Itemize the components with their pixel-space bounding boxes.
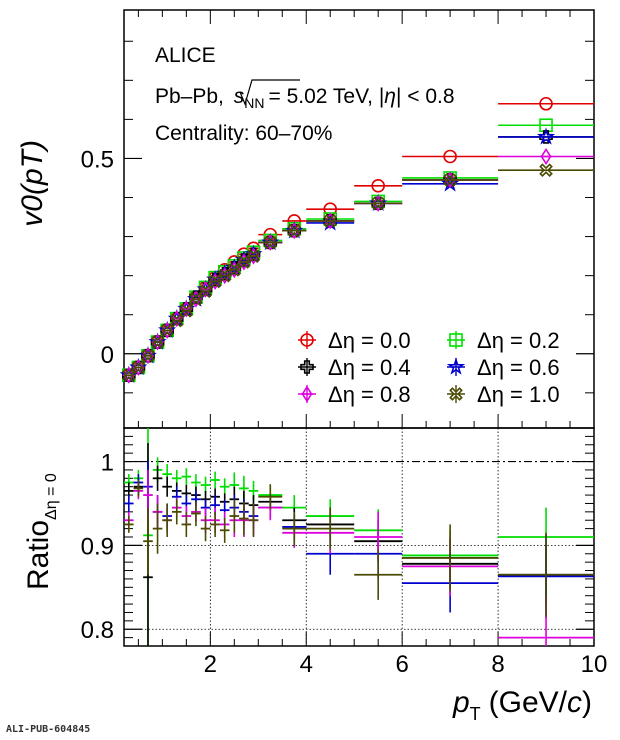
- x-tick-label: 8: [491, 651, 504, 678]
- data-point: [443, 173, 457, 187]
- data-point: [160, 323, 174, 338]
- legend-marker: [446, 357, 466, 375]
- x-tick-label: 6: [395, 651, 408, 678]
- data-point: [121, 368, 136, 383]
- ratio-series-3: [124, 469, 594, 646]
- legend-marker: [449, 387, 463, 401]
- data-point: [323, 214, 338, 228]
- x-tick-label: 4: [300, 651, 313, 678]
- centrality-label: Centrality: 60–70%: [155, 122, 332, 145]
- legend-label: Δη = 0.0: [328, 328, 411, 353]
- experiment-label: ALICE: [155, 44, 216, 67]
- top-axes: 00.5: [81, 10, 594, 428]
- legend-marker: [301, 385, 313, 403]
- legend-entry-3: Δη = 0.6: [446, 355, 560, 380]
- data-point: [208, 274, 222, 289]
- legend-entry-2: Δη = 0.4: [298, 355, 411, 380]
- collision-system-label: Pb–Pb, sNN = 5.02 TeV, |η| < 0.8: [155, 85, 455, 111]
- ratio-y-tick-label: 0.8: [81, 617, 114, 644]
- data-point: [141, 348, 155, 363]
- ratio-y-axis-title: RatioΔη = 0: [22, 473, 60, 590]
- legend-entry-4: Δη = 0.8: [298, 382, 411, 407]
- ratio-series-2: [124, 461, 594, 619]
- legend-marker: [300, 360, 314, 374]
- top-y-tick-label: 0.5: [81, 146, 114, 173]
- ratio-series-4: [124, 479, 594, 617]
- data-point: [540, 148, 553, 165]
- ratio-panel: 0.8 0.9 1 2 4 6 8 10 RatioΔη = 0 pT (GeV/c): [22, 427, 608, 724]
- data-point: [217, 268, 232, 283]
- v0-panel: 00.5 v0(pT) ALICE Pb–Pb, sNN = 5.02 TeV, …: [16, 9, 595, 429]
- legend-label: Δη = 0.2: [477, 328, 560, 353]
- legend-label: Δη = 0.6: [477, 355, 560, 380]
- data-point: [536, 127, 556, 145]
- data-point: [237, 255, 251, 269]
- data-point: [150, 335, 165, 349]
- legend-label: Δη = 0.8: [328, 382, 411, 407]
- top-y-axis-title: v0(pT): [16, 140, 49, 227]
- ratio-series-1: [124, 443, 594, 646]
- legend-entry-0: Δη = 0.0: [298, 328, 411, 353]
- legend-marker: [449, 333, 463, 347]
- legend-label: Δη = 1.0: [477, 382, 560, 407]
- data-point: [263, 235, 278, 250]
- legend-label: Δη = 0.4: [328, 355, 411, 380]
- data-point: [169, 313, 184, 328]
- data-point: [443, 149, 457, 164]
- data-point: [371, 196, 386, 211]
- data-point: [539, 163, 553, 177]
- top-series-group: [119, 96, 594, 384]
- data-point: [287, 214, 302, 228]
- top-y-tick-label: 0: [101, 342, 114, 369]
- data-point: [198, 284, 213, 299]
- x-tick-label: 2: [204, 651, 217, 678]
- legend: Δη = 0.0 Δη = 0.2 Δη = 0.4 Δη = 0.6 Δη = 0.8…: [298, 328, 560, 407]
- ratio-series-group: [124, 428, 594, 646]
- series-deta-5: [121, 163, 594, 383]
- data-point: [539, 96, 553, 111]
- data-point: [189, 292, 203, 306]
- data-point: [246, 249, 261, 263]
- x-axis-title: pT (GeV/c): [452, 686, 592, 724]
- energy-suffix: = 5.02 TeV, |: [268, 85, 384, 108]
- data-point: [131, 360, 146, 375]
- sqrt-sign: [239, 79, 300, 106]
- data-point: [179, 303, 194, 318]
- data-point: [371, 178, 385, 193]
- legend-entry-1: Δη = 0.2: [447, 328, 560, 353]
- publication-id: ALI-PUB-604845: [6, 724, 91, 735]
- legend-entry-5: Δη = 1.0: [447, 382, 560, 407]
- ratio-y-tick-label: 0.9: [81, 533, 114, 560]
- bottom-axes: 0.8 0.9 1 2 4 6 8 10: [81, 435, 608, 678]
- data-point: [227, 262, 242, 277]
- data-point: [287, 223, 302, 238]
- ratio-y-tick-label: 1: [101, 450, 114, 477]
- system-prefix: Pb–Pb,: [155, 85, 224, 108]
- legend-marker: [300, 333, 314, 347]
- x-tick-label: 10: [581, 651, 608, 678]
- eta-suffix: | < 0.8: [396, 85, 455, 108]
